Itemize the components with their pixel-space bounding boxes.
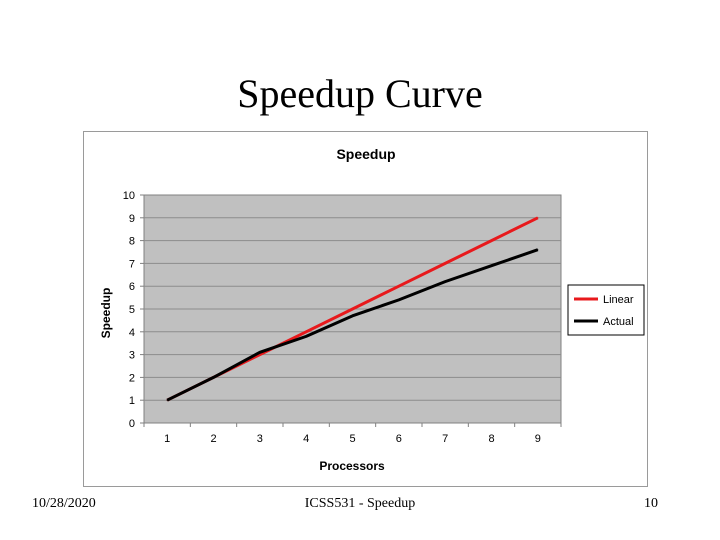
data-point-actual xyxy=(352,315,353,317)
footer-date: 10/28/2020 xyxy=(32,496,96,511)
slide-title: Speedup Curve xyxy=(237,71,483,116)
y-tick-label: 2 xyxy=(129,372,135,384)
chart-area: Speedup 0 1 2 3 4 5 6 7 8 9 10 1 2 3 4 5 6 7 8 9 Processors… xyxy=(83,131,648,487)
y-axis-label: Speedup xyxy=(99,288,113,339)
y-tick-label: 10 xyxy=(123,190,135,202)
data-point-actual xyxy=(166,399,168,401)
data-point-linear xyxy=(352,308,353,310)
x-tick-label: 2 xyxy=(210,433,216,445)
data-point-actual xyxy=(213,376,214,378)
x-axis-label: Processors xyxy=(319,459,385,473)
data-point-actual xyxy=(444,281,446,283)
legend-label-actual: Actual xyxy=(603,316,634,328)
data-point-actual xyxy=(537,249,539,251)
y-tick-label: 4 xyxy=(129,327,135,339)
x-tick-label: 6 xyxy=(396,433,402,445)
y-tick-label: 8 xyxy=(129,236,135,248)
legend: Linear Actual xyxy=(567,284,645,336)
y-tick-label: 0 xyxy=(129,418,135,430)
data-point-linear xyxy=(305,331,307,333)
legend-box xyxy=(567,284,645,336)
y-tick-label: 7 xyxy=(129,258,135,270)
data-point-linear xyxy=(537,217,539,219)
x-tick-label: 1 xyxy=(164,433,170,445)
axes: 0 1 2 3 4 5 6 7 8 9 10 1 2 3 4 5 6 7 8 9 xyxy=(123,190,562,445)
data-point-linear xyxy=(491,240,492,242)
speedup-line-chart: Speedup 0 1 2 3 4 5 6 7 8 9 10 1 2 3 4 5 6 7 8 9 Processors… xyxy=(99,146,645,473)
x-tick-label: 7 xyxy=(442,433,448,445)
data-point-actual xyxy=(305,335,307,337)
series-lines xyxy=(166,216,539,402)
x-tick-label: 5 xyxy=(349,433,355,445)
data-point-linear xyxy=(398,285,400,287)
y-tick-label: 6 xyxy=(129,281,135,293)
y-tick-label: 3 xyxy=(129,350,135,362)
data-point-actual xyxy=(259,351,261,353)
x-tick-label: 3 xyxy=(257,433,263,445)
x-tick-label: 4 xyxy=(303,433,309,445)
x-tick-label: 9 xyxy=(535,433,541,445)
y-tick-label: 9 xyxy=(129,213,135,225)
data-point-actual xyxy=(398,299,400,301)
data-point-linear xyxy=(444,262,446,264)
x-tick-label: 8 xyxy=(488,433,494,445)
footer-title: ICSS531 - Speedup xyxy=(304,496,416,511)
y-tick-label: 5 xyxy=(129,304,135,316)
data-point-actual xyxy=(491,265,492,267)
footer-page-number: 10 xyxy=(644,496,658,511)
data-point-linear xyxy=(259,354,261,356)
chart-title: Speedup xyxy=(336,146,395,162)
y-tick-label: 1 xyxy=(129,395,135,407)
legend-label-linear: Linear xyxy=(603,294,634,306)
